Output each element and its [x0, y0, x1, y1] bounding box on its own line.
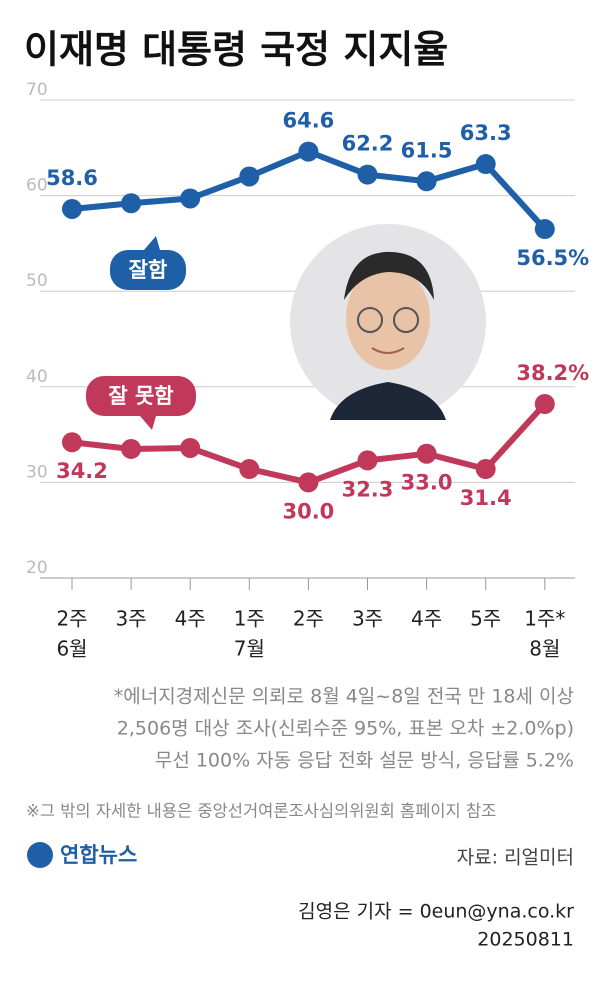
data-point [180, 437, 201, 458]
note: 무선 100% 자동 응답 전화 설문 방식, 응답률 5.2% [155, 750, 574, 772]
x-tick-label: 5주 [470, 607, 501, 631]
note: *에너지경제신문 의뢰로 8월 4일~8일 전국 만 18세 이상 [114, 686, 574, 708]
note: 2,506명 대상 조사(신뢰수준 95%, 표본 오차 ±2.0%p) [117, 718, 574, 740]
footnote: ※그 밖의 자세한 내용은 중앙선거여론조사심의위원회 홈페이지 참조 [26, 802, 496, 821]
x-tick-label: 4주 [411, 607, 442, 631]
data-point [298, 472, 319, 493]
legend-pointer [144, 236, 160, 250]
data-label: 56.5% [516, 246, 589, 270]
data-label: 33.0 [401, 471, 453, 495]
data-label: 64.6 [282, 109, 334, 133]
series-line [71, 148, 548, 232]
data-point [121, 438, 142, 459]
data-point [357, 450, 378, 471]
legend-pointer [140, 416, 156, 430]
month-label: 8월 [529, 637, 560, 661]
month-label: 6월 [56, 637, 87, 661]
y-tick-label: 70 [26, 80, 48, 100]
data-label: 61.5 [401, 138, 453, 162]
logo: 연합뉴스 [60, 843, 137, 867]
y-tick-label: 60 [26, 176, 48, 196]
x-tick-label: 3주 [116, 607, 147, 631]
data-point [62, 432, 82, 453]
data-point [180, 188, 201, 209]
y-tick-label: 30 [26, 462, 48, 482]
data-point [62, 198, 82, 219]
data-point [239, 459, 260, 480]
legend-bubble [86, 376, 196, 416]
legend-label: 잘함 [129, 258, 168, 282]
data-point [534, 394, 555, 415]
x-tick-label: 2주 [293, 607, 324, 631]
x-tick-label: 1주* [524, 607, 565, 631]
data-point [357, 164, 378, 185]
data-label: 63.3 [460, 121, 512, 145]
y-tick-label: 20 [26, 558, 48, 578]
data-point [239, 166, 260, 187]
data-label: 30.0 [282, 499, 334, 523]
photo [290, 224, 486, 420]
legend-label: 잘 못함 [108, 384, 173, 408]
data-label: 31.4 [460, 486, 512, 510]
x-tick-label: 1주 [234, 607, 265, 631]
data-label: 62.2 [342, 132, 394, 156]
author: 김영은 기자 = 0eun@yna.co.kr [298, 901, 574, 923]
x-tick-label: 3주 [352, 607, 383, 631]
month-label: 7월 [234, 637, 265, 661]
logo-mark [27, 842, 53, 868]
data-point [475, 459, 496, 480]
data-label: 38.2% [516, 361, 589, 385]
data-label: 32.3 [342, 477, 394, 501]
x-tick-label: 2주 [56, 607, 87, 631]
source: 자료: 리얼미터 [457, 847, 574, 869]
data-point [475, 154, 496, 175]
chart-title: 이재명 대통령 국정 지지율 [24, 28, 448, 72]
data-point [121, 193, 142, 214]
y-tick-label: 50 [26, 271, 48, 291]
data-point [298, 141, 319, 162]
x-tick-label: 4주 [175, 607, 206, 631]
data-label: 34.2 [56, 459, 108, 483]
y-tick-label: 40 [26, 367, 48, 387]
data-point [416, 443, 437, 464]
data-label: 58.6 [46, 166, 98, 190]
data-point [416, 171, 437, 192]
data-point [534, 219, 555, 240]
date: 20250811 [477, 929, 574, 951]
legend-bubble [110, 250, 186, 290]
